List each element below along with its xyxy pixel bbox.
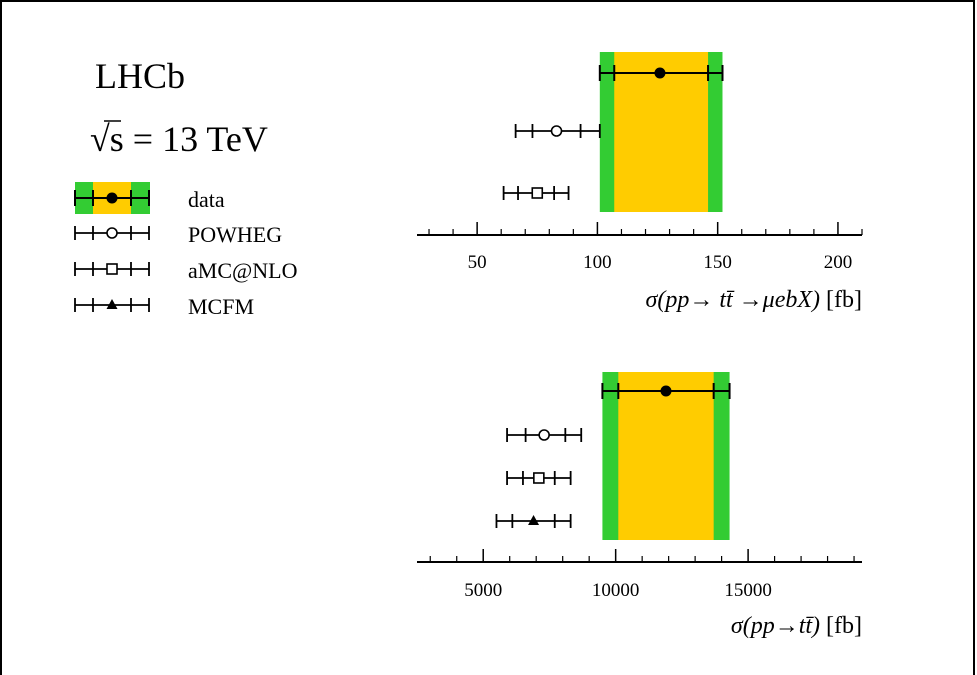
tick-label: 200	[824, 252, 853, 273]
stat-uncertainty-band	[614, 52, 709, 212]
amcnlo-marker	[533, 472, 545, 484]
data-point	[601, 383, 731, 399]
tick-label: 100	[583, 252, 612, 273]
data-marker	[654, 67, 666, 79]
tick-label: 10000	[592, 580, 640, 601]
x-axis-title-unit: [fb]	[820, 613, 862, 639]
panel-fiducial: 50 100 150 200 σ(pp→ tt̄ →μebX) [fb]	[417, 52, 863, 313]
sqrt-s: √s	[90, 119, 124, 159]
tick-label: 150	[703, 252, 732, 273]
mcfm-marker	[528, 515, 540, 525]
data-marker	[660, 385, 672, 397]
legend-label-amcnlo: aMC@NLO	[188, 258, 297, 283]
legend-label-data: data	[188, 187, 225, 212]
prediction-mcfm	[495, 514, 572, 528]
legend-label-mcfm: MCFM	[188, 294, 254, 319]
legend-powheg-marker	[106, 227, 118, 239]
legend-marker-mcfm	[74, 298, 150, 312]
prediction-amcnlo	[502, 186, 570, 200]
data-bands-total	[602, 372, 730, 540]
tick-label: 15000	[724, 580, 772, 601]
x-axis-title-func: σ(pp→ tt̄ →μebX)	[646, 287, 821, 313]
prediction-powheg	[514, 124, 601, 138]
points-total	[495, 383, 731, 528]
tick-label: 5000	[464, 580, 502, 601]
legend-marker-data	[74, 182, 150, 214]
legend-data-marker	[106, 192, 118, 204]
prediction-powheg	[506, 428, 583, 442]
energy-label: √s = 13 TeV	[90, 119, 268, 159]
x-axis-title-total: σ(pp→tt̄) [fb]	[731, 613, 862, 639]
powheg-marker	[538, 429, 550, 441]
data-point	[598, 65, 724, 81]
legend: data POWHEG aMC@NLO MCFM	[74, 182, 297, 319]
legend-label-powheg: POWHEG	[188, 222, 282, 247]
prediction-amcnlo	[506, 471, 572, 485]
panel-total: 5000 10000 15000 σ(pp→tt̄) [fb]	[417, 372, 862, 639]
points-fiducial	[502, 65, 724, 200]
experiment-label: LHCb	[95, 56, 185, 96]
legend-marker-amcnlo	[74, 262, 150, 276]
x-axis-title-fiducial: σ(pp→ tt̄ →μebX) [fb]	[646, 287, 863, 313]
legend-item-data: data	[74, 182, 225, 214]
stat-uncertainty-band	[618, 372, 714, 540]
legend-item-amcnlo: aMC@NLO	[74, 258, 297, 283]
amcnlo-marker	[531, 187, 544, 199]
legend-mcfm-marker	[106, 299, 118, 309]
x-axis-fiducial: 50 100 150 200	[417, 222, 863, 273]
legend-amcnlo-marker	[106, 263, 118, 275]
x-axis-total: 5000 10000 15000	[417, 549, 862, 601]
x-axis-title-unit: [fb]	[820, 287, 862, 313]
x-axis-title-func: σ(pp→tt̄)	[731, 613, 820, 639]
energy-value: = 13 TeV	[124, 119, 268, 159]
tick-label: 50	[468, 252, 487, 273]
data-bands-fiducial	[599, 52, 723, 212]
legend-item-mcfm: MCFM	[74, 294, 254, 319]
legend-item-powheg: POWHEG	[74, 222, 282, 247]
powheg-marker	[550, 125, 563, 137]
legend-marker-powheg	[74, 226, 150, 240]
